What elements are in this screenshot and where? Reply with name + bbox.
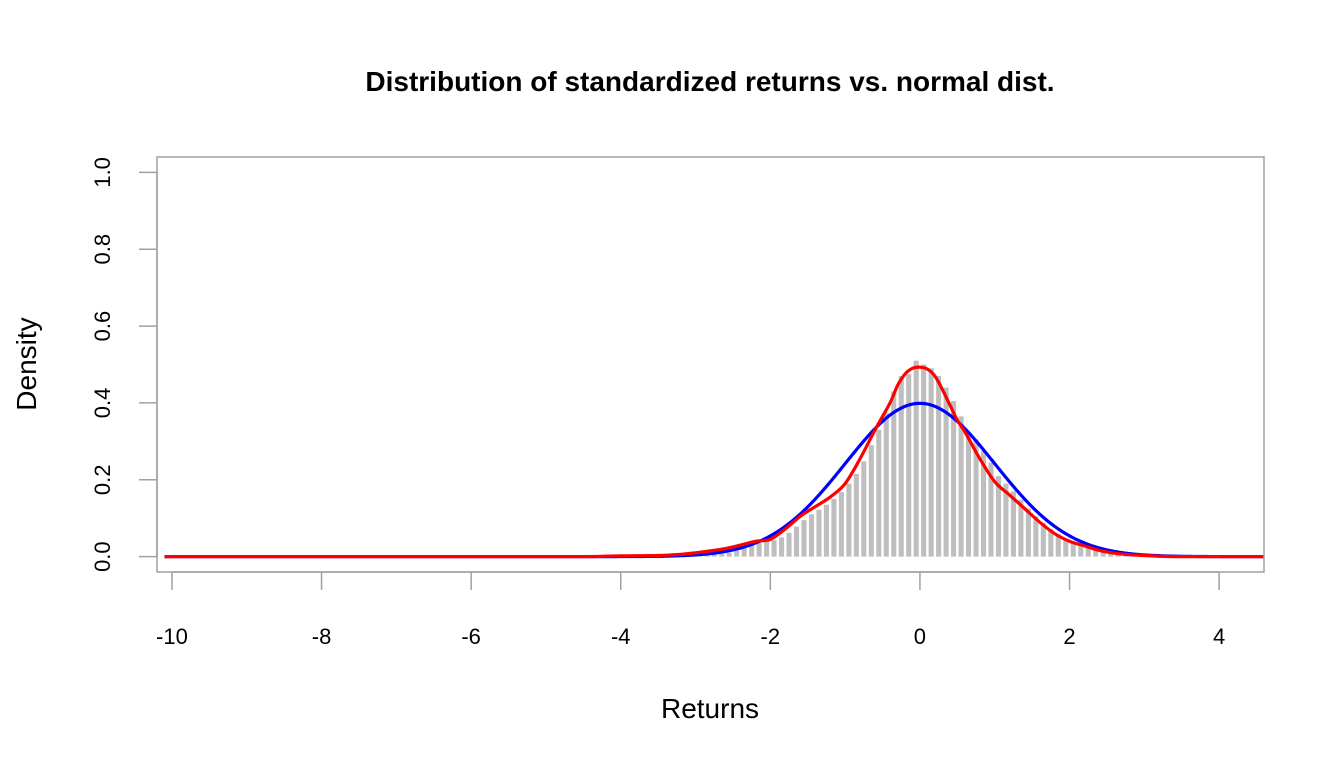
histogram-bar-10 — [741, 548, 747, 557]
histogram-bar-6 — [711, 554, 717, 557]
histogram-bars — [666, 360, 1151, 557]
histogram-bar-13 — [764, 541, 770, 557]
histogram-bar-17 — [793, 526, 800, 557]
histogram-bar-7 — [719, 553, 725, 557]
histogram-bar-56 — [1085, 547, 1091, 557]
x-tick-label-7: 4 — [1213, 624, 1225, 649]
histogram-bar-52 — [1055, 534, 1061, 557]
histogram-bar-58 — [1100, 552, 1106, 557]
histogram-bar-32 — [906, 374, 912, 557]
histogram-bar-11 — [749, 545, 755, 557]
histogram-bar-59 — [1108, 553, 1114, 557]
kernel-density-line — [164, 365, 1264, 559]
y-tick-label-2: 0.4 — [90, 388, 115, 419]
histogram-bar-46 — [1010, 491, 1016, 557]
histogram-bar-53 — [1063, 538, 1069, 557]
histogram-bar-12 — [756, 542, 762, 557]
x-axis: -10 -8 -6 -4 -2 0 2 4 — [156, 571, 1225, 649]
y-axis-label: Density — [11, 317, 42, 410]
histogram-bar-9 — [734, 550, 740, 557]
histogram-bar-55 — [1078, 545, 1084, 557]
histogram-bar-39 — [958, 416, 964, 557]
y-tick-label-3: 0.6 — [90, 311, 115, 342]
histogram-bar-35 — [928, 368, 934, 557]
y-tick-label-1: 0.2 — [90, 464, 115, 495]
histogram-bar-26 — [861, 461, 867, 557]
plot-frame — [156, 156, 1265, 573]
histogram-bar-5 — [704, 555, 710, 557]
histogram-bar-34 — [921, 364, 927, 557]
histogram-bar-45 — [1003, 483, 1009, 557]
x-tick-label-4: -2 — [761, 624, 781, 649]
histogram-bar-48 — [1025, 508, 1031, 557]
histogram-bar-14 — [771, 540, 777, 557]
histogram-bar-36 — [936, 376, 942, 557]
y-tick-label-5: 1.0 — [90, 157, 115, 188]
histogram-bar-29 — [883, 412, 889, 557]
histogram-bar-16 — [786, 532, 792, 557]
histogram-bar-23 — [838, 492, 844, 557]
x-tick-label-1: -8 — [312, 624, 332, 649]
histogram-bar-44 — [995, 475, 1002, 557]
histogram-bar-60 — [1115, 554, 1121, 557]
histogram-bar-28 — [876, 429, 882, 557]
histogram-bar-50 — [1040, 522, 1046, 557]
histogram-bar-25 — [853, 474, 859, 557]
histogram-bar-30 — [891, 391, 897, 557]
y-tick-label-0: 0.0 — [90, 541, 115, 572]
x-tick-label-6: 2 — [1063, 624, 1075, 649]
histogram-bar-41 — [973, 439, 979, 557]
histogram-bar-8 — [726, 552, 732, 557]
x-tick-label-5: 0 — [914, 624, 926, 649]
histogram-bar-38 — [951, 401, 957, 557]
histogram-bar-31 — [898, 376, 904, 557]
histogram-bar-40 — [966, 431, 972, 557]
y-tick-label-4: 0.8 — [90, 234, 115, 265]
histogram-bar-21 — [823, 504, 829, 557]
histogram-bar-24 — [846, 483, 852, 557]
x-tick-label-3: -4 — [611, 624, 631, 649]
x-tick-label-0: -10 — [156, 624, 188, 649]
histogram-bar-42 — [980, 450, 987, 557]
histogram-bar-54 — [1070, 542, 1076, 557]
histogram-bar-37 — [943, 387, 949, 557]
histogram-bar-57 — [1093, 550, 1099, 557]
histogram-bar-47 — [1018, 499, 1024, 557]
histogram-bar-27 — [868, 445, 874, 557]
histogram-bar-20 — [816, 509, 822, 557]
normal-density-line — [164, 401, 1264, 559]
histogram-bar-33 — [913, 360, 919, 557]
y-axis: 0.0 0.2 0.4 0.6 0.8 1.0 — [90, 157, 158, 572]
histogram-bar-15 — [779, 537, 785, 557]
x-tick-label-2: -6 — [461, 624, 481, 649]
x-axis-label: Returns — [661, 693, 759, 724]
chart-title: Distribution of standardized returns vs.… — [365, 66, 1054, 97]
histogram-bar-18 — [801, 520, 807, 557]
histogram-bar-49 — [1033, 516, 1039, 557]
histogram-bar-43 — [988, 462, 994, 557]
histogram-bar-22 — [831, 498, 837, 557]
histogram-bar-51 — [1048, 528, 1054, 557]
histogram-bar-19 — [808, 514, 815, 557]
